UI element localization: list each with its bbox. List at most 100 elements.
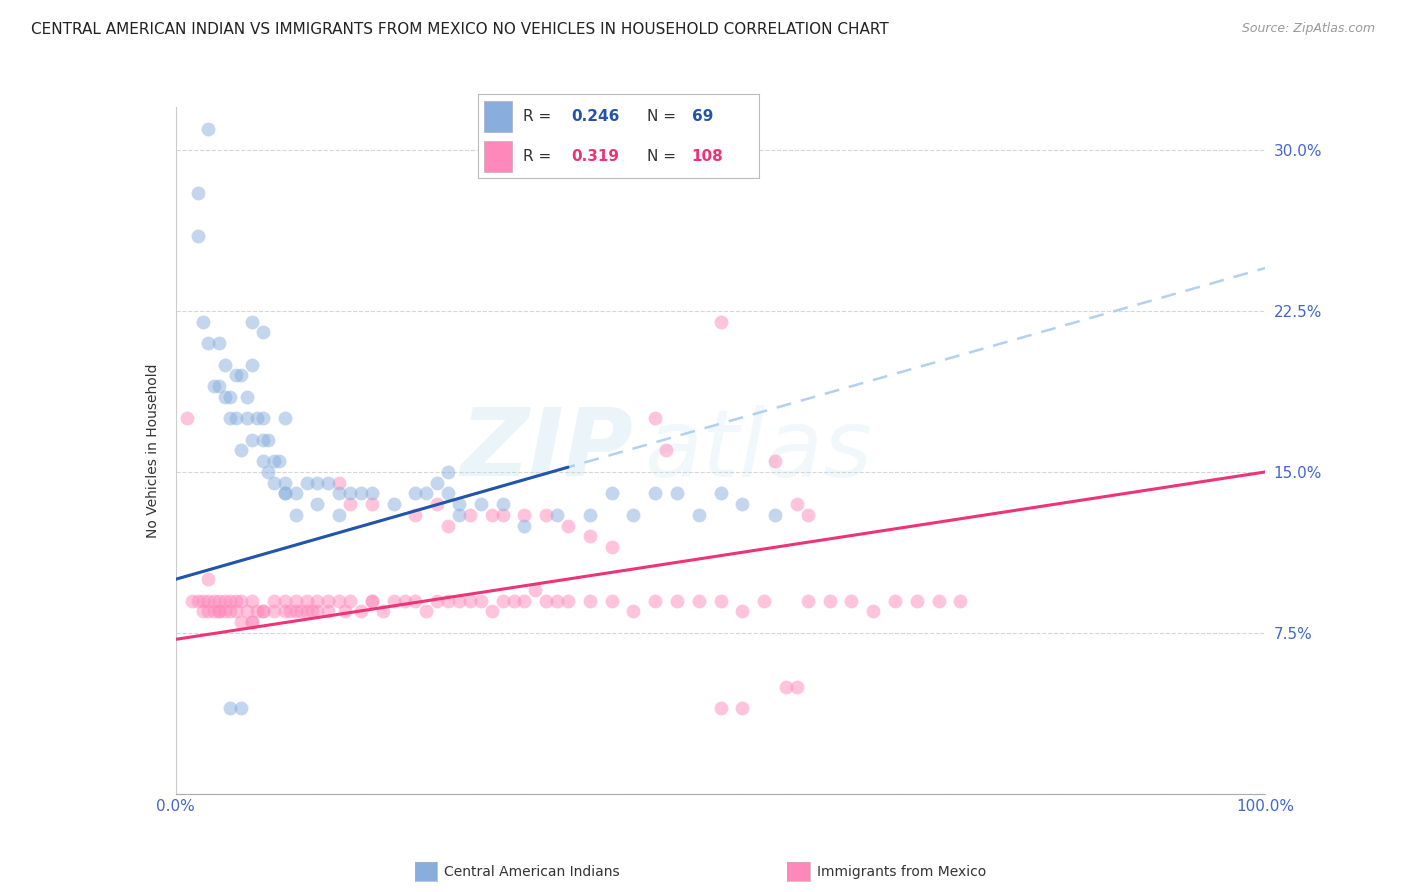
Point (328, 486, 350, 500)
Point (307, 475, 329, 490)
Point (202, 379, 225, 393)
Point (208, 379, 231, 393)
Point (731, 701, 754, 715)
Point (214, 358, 236, 372)
Point (219, 411, 242, 425)
Point (252, 604, 274, 618)
Point (350, 604, 373, 618)
Text: ZIP: ZIP (461, 404, 633, 497)
Point (426, 497, 449, 511)
Point (263, 593, 285, 607)
Point (252, 326, 274, 340)
Point (202, 604, 225, 618)
Point (371, 604, 394, 618)
Point (405, 508, 427, 522)
Text: 0.319: 0.319 (571, 149, 619, 164)
Point (339, 593, 361, 607)
Point (240, 315, 263, 329)
Point (710, 315, 733, 329)
Point (502, 593, 524, 607)
Point (328, 475, 350, 490)
Point (360, 497, 382, 511)
Point (775, 680, 797, 694)
Text: N =: N = (647, 109, 676, 124)
Point (600, 540, 623, 554)
Point (202, 593, 225, 607)
Point (754, 593, 776, 607)
Point (579, 508, 602, 522)
Point (579, 529, 602, 543)
Point (949, 593, 972, 607)
Point (710, 593, 733, 607)
Point (274, 604, 297, 618)
Point (219, 390, 242, 404)
Point (307, 604, 329, 618)
Point (252, 433, 274, 447)
Point (257, 465, 280, 479)
Point (225, 368, 247, 383)
Point (274, 411, 297, 425)
Point (437, 518, 460, 533)
Point (524, 582, 547, 597)
Point (307, 593, 329, 607)
Point (786, 680, 808, 694)
Point (219, 701, 242, 715)
Point (225, 411, 247, 425)
Point (710, 486, 733, 500)
Point (905, 593, 928, 607)
Y-axis label: No Vehicles in Household: No Vehicles in Household (146, 363, 160, 538)
Point (481, 604, 503, 618)
Point (295, 604, 318, 618)
Point (796, 593, 818, 607)
Point (557, 593, 579, 607)
Point (284, 486, 307, 500)
Point (208, 336, 231, 351)
Point (405, 593, 427, 607)
Point (284, 604, 307, 618)
Point (470, 593, 492, 607)
Point (818, 593, 841, 607)
Point (225, 593, 247, 607)
Point (513, 518, 536, 533)
Point (263, 475, 285, 490)
Point (405, 486, 427, 500)
Point (246, 411, 269, 425)
Text: Source: ZipAtlas.com: Source: ZipAtlas.com (1241, 22, 1375, 36)
Point (666, 593, 689, 607)
Point (290, 604, 312, 618)
Point (534, 508, 557, 522)
Point (191, 593, 214, 607)
Point (426, 593, 449, 607)
Point (458, 593, 481, 607)
Point (235, 604, 257, 618)
Point (492, 497, 515, 511)
Point (318, 475, 340, 490)
Point (197, 336, 219, 351)
Point (214, 604, 236, 618)
Point (208, 604, 231, 618)
Point (176, 411, 198, 425)
Point (231, 593, 253, 607)
Text: 108: 108 (692, 149, 724, 164)
Point (884, 593, 907, 607)
Point (382, 497, 405, 511)
Point (731, 604, 754, 618)
Point (688, 593, 710, 607)
Point (666, 486, 689, 500)
Point (240, 593, 263, 607)
Point (240, 358, 263, 372)
Point (307, 497, 329, 511)
Text: Central American Indians: Central American Indians (444, 865, 620, 880)
Point (350, 486, 373, 500)
Text: 0.246: 0.246 (571, 109, 619, 124)
Point (235, 390, 257, 404)
Point (763, 454, 786, 468)
Point (219, 593, 242, 607)
Point (274, 475, 297, 490)
Point (731, 497, 754, 511)
Point (208, 604, 231, 618)
Point (301, 604, 323, 618)
FancyBboxPatch shape (484, 102, 512, 132)
Point (534, 593, 557, 607)
Point (318, 593, 340, 607)
